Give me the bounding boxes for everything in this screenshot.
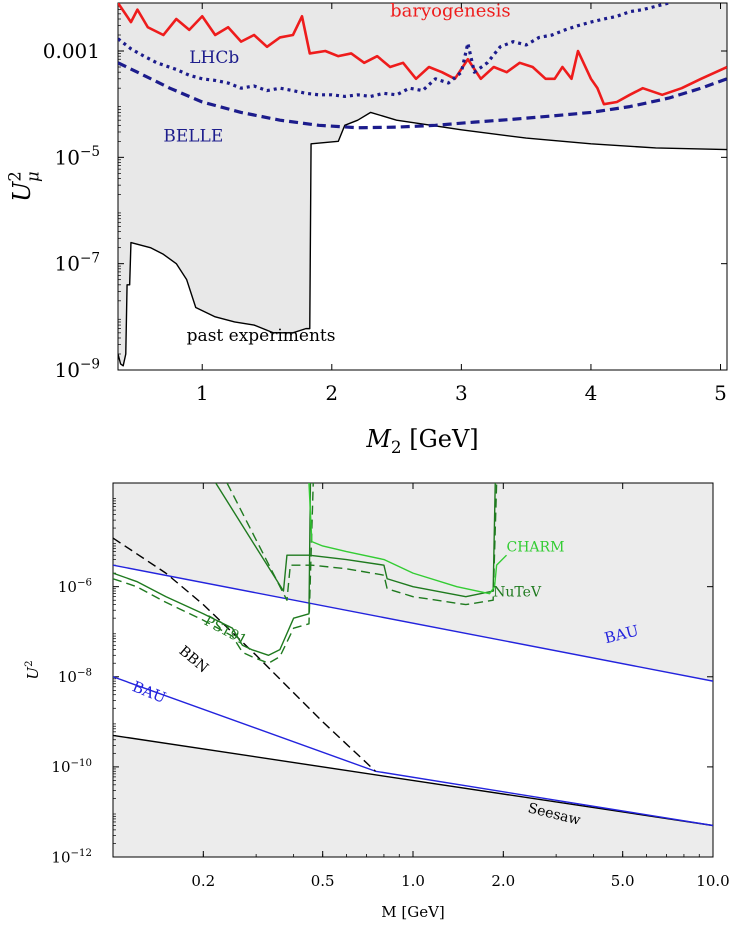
series-line-ps191 [113,483,312,656]
x-tick-label: 3 [455,381,468,405]
series-line-nutev [215,483,496,598]
x-axis-label: M2 [GeV] [365,425,478,457]
shaded-region-bau [113,483,713,682]
y-tick-label: 10−6 [58,578,92,596]
x-tick-label: 0.2 [191,872,215,890]
annotation-baryogenesis: baryogenesis [390,0,511,21]
bottom-chart-panel: 0.2 0.5 1.0 2.0 5.0 10.0 10−12 10−10 10−8 10−6 CHA… [24,482,730,921]
series-line-baryogenesis [118,3,727,106]
x-tick-label: 5 [714,381,727,405]
y-tick-label: 0.001 [43,39,100,63]
series-line-bbn [113,537,376,772]
series-line-past-experiments [118,111,727,367]
series-line-nutev [226,483,498,606]
annotation-nutev: NuTeV [493,585,542,601]
series-line-lhcb [118,3,670,99]
x-tick-label: 2.0 [491,872,515,890]
y-tick-label: 10−9 [55,357,101,382]
x-tick-label: 2 [325,381,338,405]
y-tick-label: 10−7 [55,250,101,275]
top-chart-panel: 1 2 3 4 5 10−9 10−7 10−5 0.001 baryogenesis LHCb BE… [5,0,728,457]
annotation-bbn: BBN [176,643,211,676]
series-line-charm [308,483,508,595]
y-tick-label: 10−8 [58,668,92,686]
series-line-belle [118,61,727,130]
x-tick-label: 1.0 [401,872,425,890]
annotation-bau: BAU [130,677,169,707]
shaded-region-seesaw [113,735,713,857]
annotation-lhcb: LHCb [189,48,239,68]
annotation-belle: BELLE [163,126,223,146]
x-tick-label: 0.5 [311,872,335,890]
series-line-seesaw [113,734,713,827]
x-tick-label: 1 [196,381,209,405]
annotation-past-experiments: past experiments [187,326,336,346]
annotation-ps191: PS191 [201,613,249,649]
series-line-ps191 [113,483,314,664]
y-axis-label: U2μ [5,171,42,202]
x-tick-label: 5.0 [611,872,635,890]
x-tick-label: 10.0 [696,872,729,890]
series-line-bau [113,564,713,682]
y-tick-label: 10−5 [55,144,101,169]
x-axis-label: M [GeV] [381,903,445,921]
y-tick-label: 10−12 [51,848,92,866]
shaded-region-past-experiments [118,3,727,366]
y-tick-label: 10−10 [51,758,92,776]
annotation-charm: CHARM [507,540,565,556]
plot-frame [117,2,728,371]
y-axis-label: U2 [24,660,42,679]
x-tick-label: 4 [585,381,598,405]
